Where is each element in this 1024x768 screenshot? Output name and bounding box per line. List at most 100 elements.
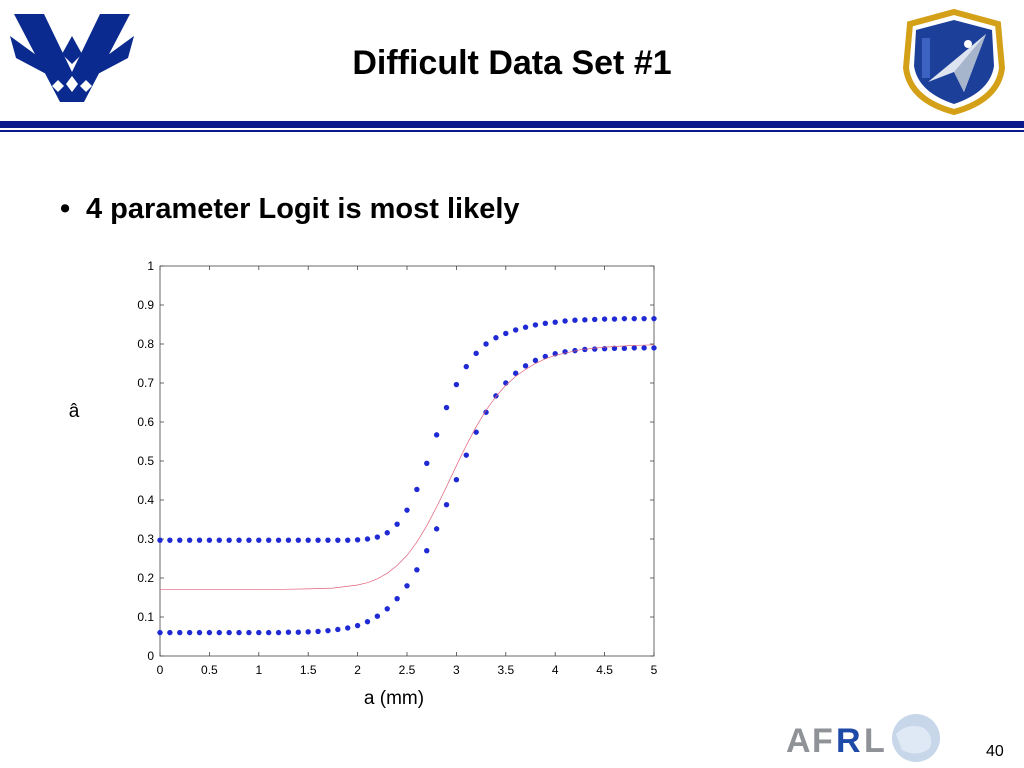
data-point (305, 537, 311, 543)
data-point (404, 583, 410, 589)
data-point (651, 345, 657, 351)
bullet-dot: • (60, 193, 71, 225)
data-point (503, 330, 509, 337)
y-tick-label: 0.4 (137, 493, 154, 507)
data-point (582, 317, 588, 323)
data-point (542, 353, 549, 360)
x-tick-label: 1.5 (300, 663, 317, 677)
page-title: Difficult Data Set #1 (352, 44, 672, 82)
data-point (374, 534, 381, 540)
data-point (374, 613, 381, 619)
air-force-wings-icon (10, 14, 134, 102)
page-number: 40 (986, 743, 1004, 760)
y-tick-label: 0.1 (137, 610, 154, 624)
x-tick-label: 1 (255, 663, 262, 677)
data-point (592, 316, 598, 323)
x-tick-label: 3 (453, 663, 460, 677)
data-point (641, 315, 647, 322)
data-point (621, 315, 628, 322)
data-point (443, 404, 450, 411)
data-point (157, 537, 163, 543)
data-point (226, 629, 232, 636)
y-tick-label: 1 (147, 259, 154, 273)
data-point (483, 341, 489, 347)
series-2 (157, 345, 657, 636)
data-point (325, 627, 331, 634)
data-point (651, 315, 657, 322)
data-point (394, 595, 400, 602)
data-point (265, 629, 272, 636)
data-point (295, 629, 302, 635)
data-point (463, 363, 469, 370)
data-point (167, 629, 173, 636)
data-point (631, 315, 637, 322)
data-point (404, 507, 410, 513)
x-tick-label: 4 (552, 663, 559, 677)
afrl-shield-icon (902, 8, 1006, 116)
data-point (532, 322, 539, 328)
header-rule (0, 121, 1024, 128)
data-point (256, 629, 262, 636)
x-tick-label: 5 (651, 663, 658, 677)
x-axis-label: a (mm) (364, 688, 424, 709)
data-point (473, 429, 479, 435)
data-point (592, 346, 598, 352)
data-point (512, 370, 519, 376)
data-point (335, 537, 341, 543)
data-point (256, 537, 262, 543)
svg-text:F: F (812, 722, 833, 760)
data-point (394, 521, 400, 527)
data-point (285, 629, 292, 635)
data-point (216, 537, 222, 543)
data-point (483, 409, 489, 415)
data-point (246, 629, 252, 636)
data-point (364, 536, 371, 542)
data-point (354, 537, 361, 543)
data-point (473, 350, 479, 357)
x-tick-label: 3.5 (497, 663, 514, 677)
x-tick-label: 2 (354, 663, 361, 677)
fit-line (160, 344, 655, 591)
bullet-item: • 4 parameter Logit is most likely (60, 193, 520, 226)
data-point (601, 316, 608, 322)
data-point (424, 548, 430, 554)
data-point (315, 628, 321, 635)
data-point (285, 537, 292, 543)
data-point (196, 629, 203, 636)
x-tick-label: 4.5 (596, 663, 613, 677)
data-point (542, 320, 549, 327)
data-point (433, 432, 440, 438)
plot-frame (159, 265, 655, 657)
data-point (325, 537, 331, 543)
data-point (414, 486, 420, 493)
data-point (177, 537, 183, 543)
data-point (345, 537, 351, 543)
y-tick-label: 0.2 (137, 571, 154, 585)
data-point (522, 324, 529, 330)
x-tick-label: 0.5 (201, 663, 218, 677)
afrl-logo-icon: A F R L (786, 714, 940, 762)
data-point (512, 327, 519, 333)
x-tick-label: 2.5 (399, 663, 416, 677)
data-point (265, 537, 272, 543)
data-point (345, 625, 351, 631)
data-point (216, 629, 222, 636)
data-point (453, 381, 460, 388)
data-point (275, 537, 282, 543)
y-tick-label: 0.6 (137, 415, 154, 429)
data-point (206, 537, 213, 543)
data-point (611, 316, 618, 322)
data-point (295, 537, 302, 543)
data-point (493, 335, 499, 341)
data-point (443, 501, 450, 508)
data-point (522, 363, 529, 369)
slide-header: Difficult Data Set #1 (0, 0, 1024, 120)
data-point (641, 345, 647, 351)
y-tick-label: 0.3 (137, 532, 154, 546)
data-point (157, 629, 163, 636)
data-point (354, 622, 361, 629)
data-point (562, 318, 568, 324)
data-point (236, 629, 242, 636)
data-point (186, 537, 193, 543)
data-point (196, 537, 203, 543)
